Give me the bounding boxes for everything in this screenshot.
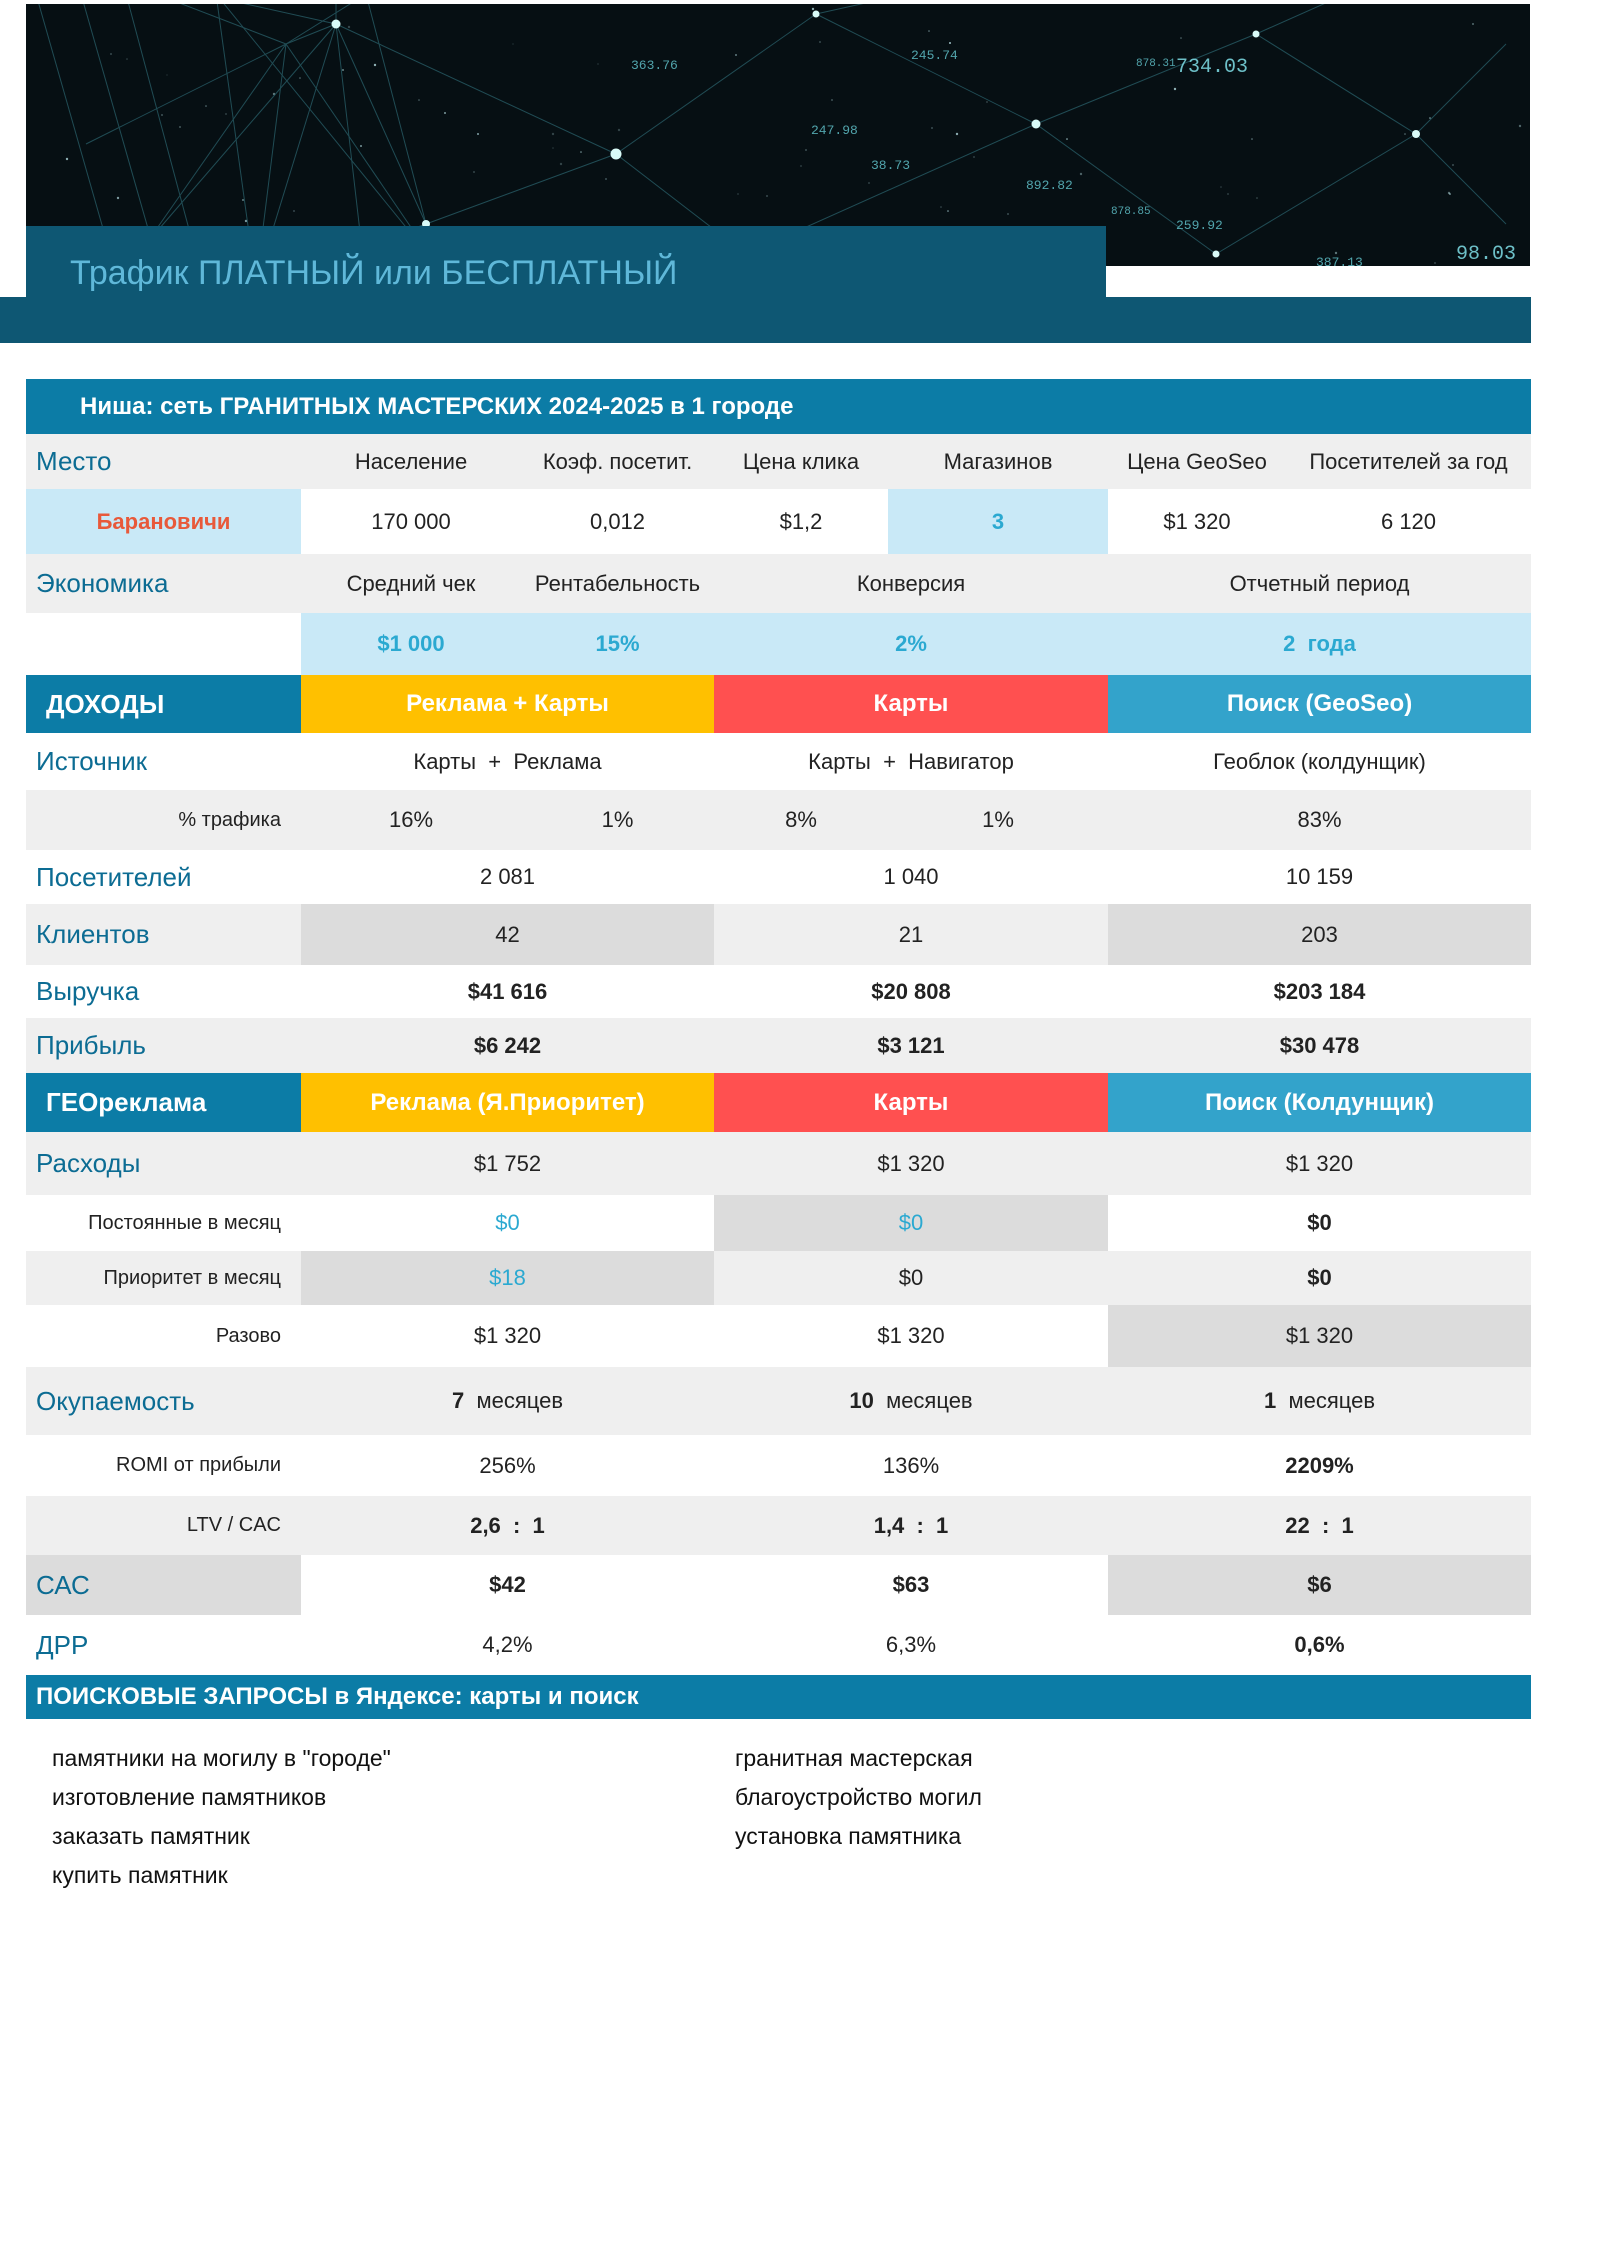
svg-text:247.98: 247.98 (811, 123, 858, 138)
svg-text:878.31: 878.31 (1136, 58, 1176, 70)
svg-text:259.92: 259.92 (1176, 218, 1223, 233)
svg-text:878.85: 878.85 (1111, 206, 1151, 218)
svg-text:387.13: 387.13 (1316, 255, 1363, 266)
svg-text:363.76: 363.76 (631, 58, 678, 73)
svg-text:892.82: 892.82 (1026, 178, 1073, 193)
svg-text:98.03: 98.03 (1456, 243, 1516, 266)
svg-text:38.73: 38.73 (871, 158, 910, 173)
svg-text:734.03: 734.03 (1176, 56, 1248, 79)
svg-text:245.74: 245.74 (911, 48, 958, 63)
